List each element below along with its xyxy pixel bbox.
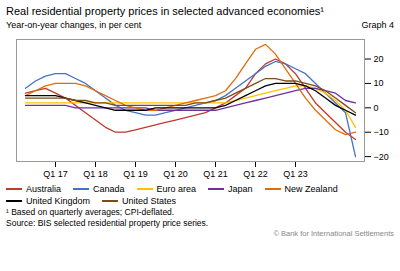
- svg-text:Q1 19: Q1 19: [123, 169, 148, 179]
- svg-text:Q1 23: Q1 23: [283, 169, 308, 179]
- svg-text:Q1 18: Q1 18: [83, 169, 108, 179]
- html-text:Australia: Australia: [26, 184, 61, 194]
- html-text:Year-on-year changes, in per c: Year-on-year changes, in per cent: [6, 20, 142, 30]
- html-text:United Kingdom: United Kingdom: [26, 196, 90, 206]
- html-text:Canada: Canada: [93, 184, 125, 194]
- html-text:United States: United States: [122, 196, 177, 206]
- svg-text:−10: −10: [374, 127, 389, 137]
- svg-text:Q1 22: Q1 22: [243, 169, 268, 179]
- html-text:Graph 4: Graph 4: [361, 20, 394, 30]
- html-text:Euro area: Euro area: [156, 184, 197, 194]
- svg-text:20: 20: [374, 54, 384, 64]
- svg-text:−20: −20: [374, 152, 389, 162]
- svg-text:10: 10: [374, 78, 384, 88]
- svg-text:Q1 17: Q1 17: [43, 169, 68, 179]
- html-text:¹ Based on quarterly averages;: ¹ Based on quarterly averages; CPI-defla…: [6, 207, 175, 217]
- html-text:© Bank for International Settl: © Bank for International Settlements: [273, 229, 394, 238]
- svg-text:Q1 20: Q1 20: [163, 169, 188, 179]
- html-text:Japan: Japan: [228, 184, 253, 194]
- html-text:Real residential property pric: Real residential property prices in sele…: [6, 5, 324, 17]
- svg-text:0: 0: [374, 103, 379, 113]
- html-text:New Zealand: New Zealand: [284, 184, 338, 194]
- svg-text:Q1 21: Q1 21: [203, 169, 228, 179]
- html-text:Source: BIS selected residenti: Source: BIS selected residential propert…: [6, 218, 209, 228]
